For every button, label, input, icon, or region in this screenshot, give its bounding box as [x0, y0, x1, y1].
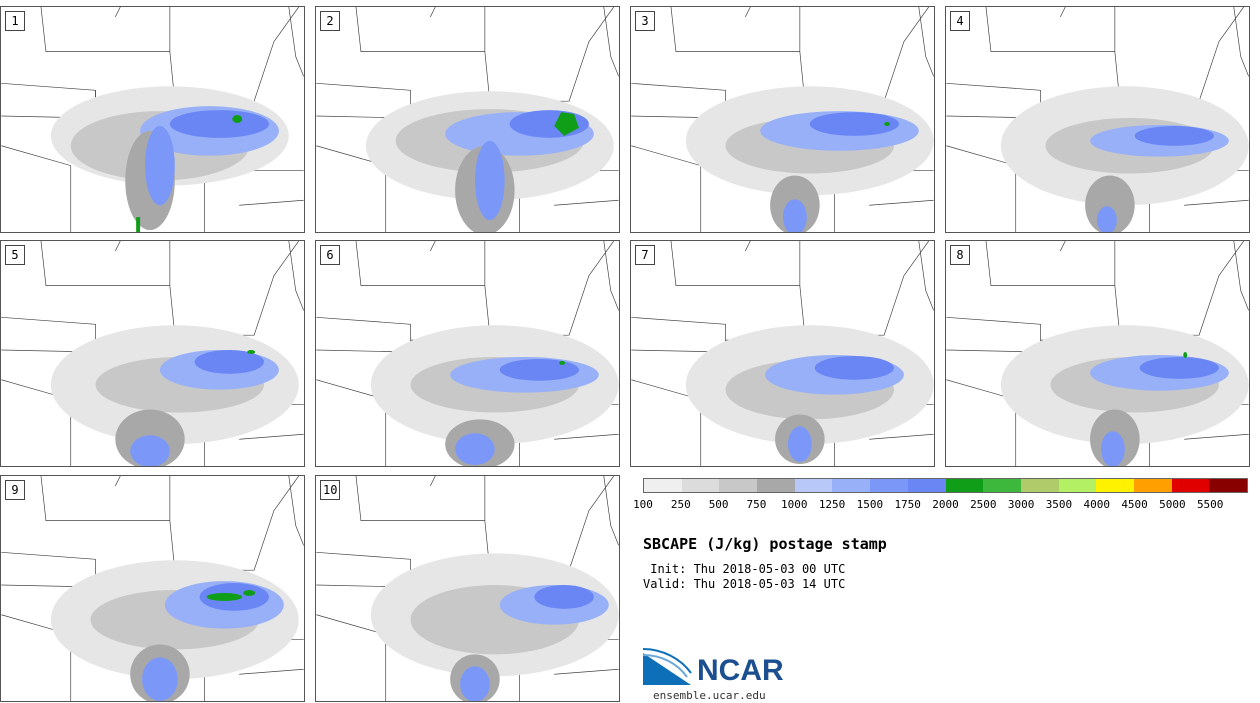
colorbar-tick-label: 2500 — [970, 498, 997, 511]
site-url: ensemble.ucar.edu — [653, 689, 766, 702]
member-map-2 — [316, 7, 619, 232]
colorbar-segment — [870, 479, 908, 492]
colorbar-segment — [681, 479, 720, 492]
colorbar-tick-label: 4000 — [1083, 498, 1111, 511]
colorbar-segment — [1020, 479, 1059, 492]
colorbar-segment — [757, 479, 795, 492]
colorbar-tick-label: 3500 — [1045, 498, 1073, 511]
colorbar-tick-label: 5500 — [1196, 498, 1224, 511]
member-label: 6 — [320, 245, 340, 265]
colorbar-segment — [1209, 479, 1247, 492]
member-panel-7: 7 — [630, 240, 935, 467]
colorbar-tick-label: 750 — [746, 498, 767, 511]
colorbar-segment — [983, 479, 1021, 492]
member-map-3 — [631, 7, 934, 232]
member-panel-5: 5 — [0, 240, 305, 467]
colorbar-tick-label: 2000 — [932, 498, 959, 511]
colorbar — [643, 478, 1248, 493]
member-map-7 — [631, 241, 934, 466]
member-panel-8: 8 — [945, 240, 1250, 467]
member-map-1 — [1, 7, 304, 232]
member-panel-6: 6 — [315, 240, 620, 467]
colorbar-segment — [1171, 479, 1210, 492]
colorbar-tick-label: 4500 — [1121, 498, 1148, 511]
member-panel-1: 1 — [0, 6, 305, 233]
member-label: 9 — [5, 480, 25, 500]
colorbar-segment — [1133, 479, 1172, 492]
colorbar-segment — [644, 479, 682, 492]
member-label: 4 — [950, 11, 970, 31]
member-map-9 — [1, 476, 304, 701]
member-label: 5 — [5, 245, 25, 265]
member-panel-10: 10 — [315, 475, 620, 702]
colorbar-segment — [719, 479, 758, 492]
ncar-logo-text: NCAR — [697, 654, 784, 687]
member-label: 1 — [5, 11, 25, 31]
colorbar-segment — [907, 479, 946, 492]
figure-title: SBCAPE (J/kg) postage stamp — [643, 535, 887, 553]
colorbar-segment — [1096, 479, 1134, 492]
colorbar-ticks: 100 250 500 750 1000 1250 1500 1750 2000 2500 3000… — [633, 498, 1248, 514]
member-label: 7 — [635, 245, 655, 265]
colorbar-segment — [794, 479, 833, 492]
colorbar-tick-label: 1750 — [894, 498, 921, 511]
valid-time: Valid: Thu 2018-05-03 14 UTC — [643, 577, 846, 591]
member-label: 10 — [320, 480, 341, 500]
member-label: 8 — [950, 245, 970, 265]
member-label: 2 — [320, 11, 340, 31]
member-map-5 — [1, 241, 304, 466]
ncar-logo-icon — [643, 648, 692, 685]
member-map-8 — [946, 241, 1249, 466]
member-label: 3 — [635, 11, 655, 31]
colorbar-tick-label: 5000 — [1159, 498, 1186, 511]
colorbar-segment — [1058, 479, 1097, 492]
colorbar-tick-label: 100 — [633, 498, 653, 511]
member-map-4 — [946, 7, 1249, 232]
colorbar-tick-label: 1500 — [856, 498, 884, 511]
colorbar-tick-label: 3000 — [1007, 498, 1035, 511]
member-map-6 — [316, 241, 619, 466]
colorbar-tick-label: 500 — [708, 498, 729, 511]
member-map-10 — [316, 476, 619, 701]
colorbar-tick-label: 1000 — [781, 498, 808, 511]
member-panel-2: 2 — [315, 6, 620, 233]
member-panel-4: 4 — [945, 6, 1250, 233]
colorbar-tick-label: 250 — [670, 498, 691, 511]
colorbar-segment — [945, 479, 984, 492]
colorbar-segment — [832, 479, 871, 492]
colorbar-tick-label: 1250 — [818, 498, 846, 511]
member-panel-9: 9 — [0, 475, 305, 702]
init-time: Init: Thu 2018-05-03 00 UTC — [643, 562, 846, 576]
member-panel-3: 3 — [630, 6, 935, 233]
